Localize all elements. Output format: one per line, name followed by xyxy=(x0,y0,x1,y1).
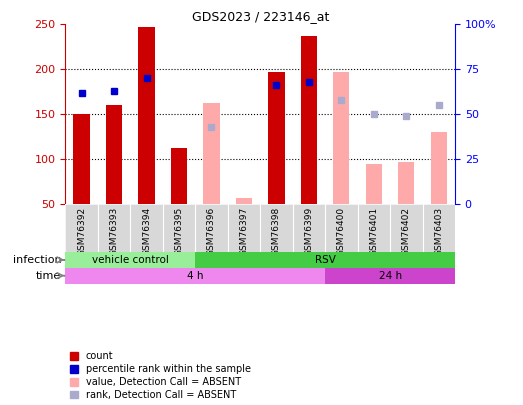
Text: RSV: RSV xyxy=(315,255,336,265)
Bar xyxy=(171,147,187,204)
Text: GSM76398: GSM76398 xyxy=(272,207,281,256)
Bar xyxy=(268,72,285,204)
Text: GSM76396: GSM76396 xyxy=(207,207,216,256)
Text: GSM76392: GSM76392 xyxy=(77,207,86,256)
Text: GSM76399: GSM76399 xyxy=(304,207,313,256)
Text: GSM76394: GSM76394 xyxy=(142,207,151,256)
Text: GSM76400: GSM76400 xyxy=(337,207,346,256)
Text: GSM76402: GSM76402 xyxy=(402,207,411,256)
Title: GDS2023 / 223146_at: GDS2023 / 223146_at xyxy=(191,10,329,23)
Text: time: time xyxy=(36,271,62,281)
Bar xyxy=(430,132,447,204)
Legend: count, percentile rank within the sample, value, Detection Call = ABSENT, rank, : count, percentile rank within the sample… xyxy=(70,352,251,400)
Text: GSM76395: GSM76395 xyxy=(175,207,184,256)
Bar xyxy=(139,27,155,204)
Bar xyxy=(195,252,455,268)
Bar xyxy=(398,162,414,204)
Bar xyxy=(333,72,349,204)
Text: GSM76397: GSM76397 xyxy=(240,207,248,256)
Bar xyxy=(65,252,195,268)
Bar xyxy=(65,268,325,284)
Text: GSM76393: GSM76393 xyxy=(110,207,119,256)
Text: GSM76401: GSM76401 xyxy=(369,207,378,256)
Text: GSM76403: GSM76403 xyxy=(434,207,444,256)
Bar xyxy=(325,268,455,284)
Text: vehicle control: vehicle control xyxy=(92,255,169,265)
Bar xyxy=(236,198,252,204)
Bar xyxy=(74,114,90,204)
Bar xyxy=(106,105,122,204)
Bar xyxy=(203,102,220,204)
Bar xyxy=(301,36,317,204)
Text: 4 h: 4 h xyxy=(187,271,203,281)
Text: infection: infection xyxy=(13,255,62,265)
Text: 24 h: 24 h xyxy=(379,271,402,281)
Bar xyxy=(366,164,382,204)
